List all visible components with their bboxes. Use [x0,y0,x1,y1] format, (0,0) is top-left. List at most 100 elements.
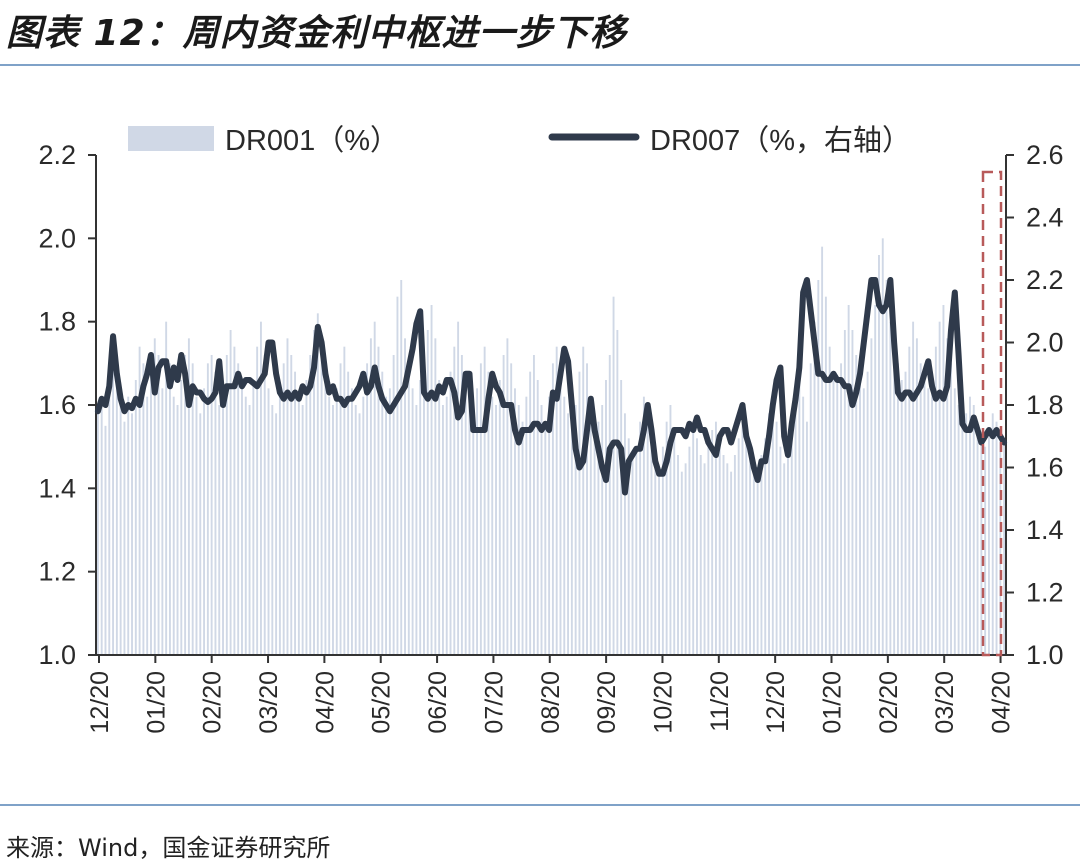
dr001-bar [790,430,793,655]
dr001-bar [650,438,653,655]
dr001-bar [677,455,679,655]
dr001-bar [517,405,520,655]
dr001-bar [957,405,960,655]
dr001-bar [775,421,778,655]
dr001-bar [673,430,676,655]
dr001-bar [991,413,994,655]
dr001-bar [987,430,990,655]
dr001-bar [559,371,562,655]
dr007-line [94,277,1008,496]
dr001-bar [320,346,323,655]
dr001-bar [551,363,554,655]
dr001-bar [472,413,475,655]
dr001-bar [646,413,649,655]
footer-rule [0,804,1080,806]
dr001-bar [578,371,581,655]
dr001-bar [502,355,505,655]
dr001-bar [248,405,251,655]
dr001-bar [900,380,903,655]
dr001-bar [745,430,748,655]
x-tick-label: 12/20 [762,671,790,734]
dr001-bar [969,396,971,655]
dr001-bar [479,363,482,655]
x-tick-label: 01/20 [819,671,847,734]
left-tick-label: 1.6 [38,390,76,420]
latest-week-highlight [981,170,1003,657]
dr001-bar [168,363,171,655]
dr001-bar [544,421,547,655]
dr001-bar [297,396,300,655]
dr001-bar [100,396,103,655]
dr001-bar [411,388,414,655]
dr001-bar [347,371,350,655]
right-tick-label: 2.6 [1026,140,1064,170]
dr001-bar [961,421,964,655]
dr001-bar [635,446,638,655]
dr001-bar [127,396,130,655]
dr001-bar [832,371,835,655]
dr001-bar [919,363,922,655]
dr001-bar [586,363,588,655]
dr001-bar [688,446,691,655]
dr001-bar [821,246,824,656]
dr001-bar [495,405,497,655]
left-tick-label: 1.4 [38,473,76,503]
dr001-bar [555,346,558,655]
dr001-bar [597,421,600,655]
dr001-bar [855,355,858,655]
dr001-bar [358,413,361,655]
dr001-bar [335,388,338,655]
right-tick-label: 2.2 [1026,265,1064,295]
dr001-bar [324,380,327,655]
dr001-bar [112,355,115,655]
legend-swatch-bar [128,126,214,151]
dr001-bar [995,421,998,655]
x-tick-label: 04/20 [311,671,339,734]
legend: DR001（%） DR007（%，右轴） [128,124,911,157]
x-tick-label: 03/20 [931,671,959,734]
dr001-bar [96,413,99,655]
x-tick-label: 02/20 [199,671,227,734]
dr001-bar [605,380,607,655]
x-tick-label: 08/20 [537,671,565,734]
dr001-bar [354,405,357,655]
left-tick-label: 2.2 [38,140,76,170]
dr001-bar [953,388,956,655]
dr001-bar [263,355,266,655]
dr001-bar [741,421,744,655]
dr001-bar [115,380,118,655]
dr001-bar [942,305,945,655]
dr001-bar [965,413,968,655]
dr001-bar [631,455,634,655]
dr001-bar [176,405,179,655]
dr001-bar [392,355,395,655]
x-tick-label: 02/20 [875,671,903,734]
dr001-bar [191,363,194,655]
left-tick-label: 1.2 [38,557,76,587]
left-tick-label: 2.0 [38,223,76,253]
x-tick-label: 05/20 [368,671,396,734]
dr001-bar [764,438,767,655]
dr001-bar [836,380,839,655]
x-tick-label: 10/20 [649,671,677,734]
dr001-bars [96,238,1006,656]
dr001-bar [294,371,297,655]
dr001-bar [506,338,509,655]
dr001-bar [400,280,403,655]
dr001-bar [407,371,410,655]
dr001-bar [415,405,418,655]
dr001-bar [840,363,843,655]
dr001-bar [722,455,725,655]
dr001-bar [574,405,577,655]
dr001-bar [593,413,596,655]
left-tick-label: 1.0 [38,640,76,670]
dr001-bar [138,346,141,655]
dr001-bar [199,413,202,655]
dr001-bar [665,421,668,655]
right-tick-label: 1.4 [1026,515,1064,545]
right-tick-label: 2.0 [1026,328,1064,358]
dr001-bar [388,388,391,655]
x-tick-label: 07/20 [480,671,508,734]
dr001-bar [532,355,535,655]
dr001-bar [381,371,384,655]
